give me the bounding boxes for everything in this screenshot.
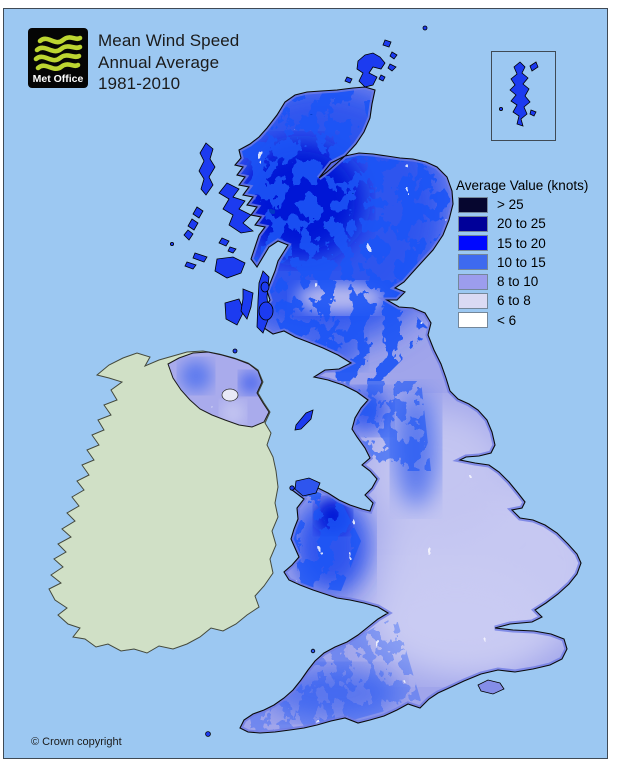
legend-color-swatch	[458, 292, 488, 309]
scottish-islands	[169, 25, 428, 354]
met-office-waves-icon: Met Office	[33, 35, 84, 85]
legend-entry-label: < 6	[497, 312, 517, 328]
legend-entry-label: > 25	[497, 197, 524, 212]
anglesey	[294, 477, 321, 497]
legend-color-swatch	[458, 312, 488, 329]
legend-entry: 10 to 15	[458, 254, 608, 271]
uk-wind-speed-map	[48, 25, 582, 737]
legend-entry: 6 to 8	[458, 292, 608, 309]
legend-entry: > 25	[458, 196, 608, 213]
legend-color-swatch	[458, 235, 488, 252]
legend-color-swatch	[458, 254, 488, 271]
legend-entry: 15 to 20	[458, 235, 608, 252]
met-office-logo: Met Office	[28, 28, 88, 88]
legend-entry-label: 20 to 25	[497, 216, 546, 232]
title-line-2: Annual Average	[98, 52, 220, 72]
lundy	[310, 648, 316, 654]
shetland-inset-map	[499, 61, 539, 127]
title-line-3: 1981-2010	[98, 74, 181, 93]
region-ireland	[48, 350, 279, 654]
legend-entry-label: 8 to 10	[497, 274, 539, 290]
page-title: Mean Wind Speed Annual Average 1981-2010	[98, 30, 239, 95]
legend-color-swatch	[458, 215, 488, 232]
legend-entry: < 6	[458, 312, 608, 329]
lough-neagh-lake	[221, 388, 239, 402]
legend-entry-label: 15 to 20	[497, 235, 546, 251]
copyright-text: © Crown copyright	[31, 736, 122, 748]
legend-title: Average Value (knots)	[456, 178, 589, 193]
region-northern-ireland	[167, 351, 270, 428]
legend-entry-label: 6 to 8	[497, 293, 531, 309]
legend-color-swatch	[458, 196, 488, 213]
shetland-inset-box	[491, 51, 556, 141]
isles-of-scilly	[205, 731, 211, 737]
legend: Average Value (knots) > 25 20 to 25 15 t…	[456, 178, 608, 332]
legend-entry: 8 to 10	[458, 273, 608, 290]
legend-entry-label: 10 to 15	[497, 254, 546, 270]
map-canvas: Met Office Mean Wind Speed Annual Averag…	[3, 8, 608, 759]
isle-of-wight	[477, 679, 505, 695]
legend-color-swatch	[458, 273, 488, 290]
legend-entry: 20 to 25	[458, 215, 608, 232]
other-islands	[205, 409, 505, 737]
title-line-1: Mean Wind Speed	[98, 31, 240, 50]
logo-text: Met Office	[33, 73, 84, 85]
isle-of-man	[294, 409, 314, 431]
